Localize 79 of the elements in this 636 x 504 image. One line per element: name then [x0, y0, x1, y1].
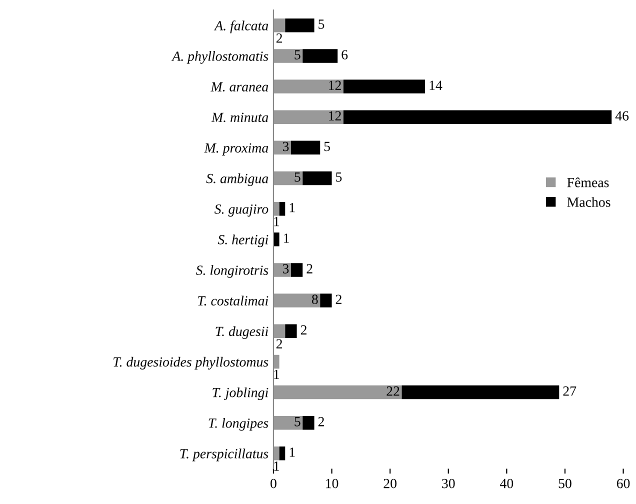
data-label: 1 [290, 202, 295, 212]
bar [273, 354, 280, 369]
data-label: 3 [282, 264, 289, 274]
y-tick-label: M. minuta [211, 112, 268, 122]
x-tick-label: 40 [500, 478, 514, 488]
data-label: 1 [274, 370, 280, 379]
y-tick-label: S. longirotris [196, 265, 268, 278]
data-label: 2 [276, 339, 282, 348]
bar [302, 416, 314, 430]
y-tick-label: T. dugesii [216, 326, 268, 339]
y-tick-label: S. hertigi [218, 234, 268, 248]
data-label: 8 [312, 294, 318, 304]
data-label: 12 [329, 80, 341, 90]
bar [273, 263, 291, 277]
bar [302, 171, 332, 186]
x-tick-label: 20 [384, 478, 396, 488]
y-tick-label: T. costalimai [198, 296, 268, 306]
bar [402, 385, 560, 400]
data-label: 46 [615, 111, 629, 121]
data-label: 1 [284, 234, 289, 243]
x-tick-label: 10 [326, 478, 338, 488]
y-tick-label: T. longipes [208, 418, 268, 431]
bar [279, 202, 286, 216]
bar [273, 446, 280, 460]
data-label: 1 [274, 216, 280, 226]
bar [273, 171, 303, 186]
data-label: 2 [306, 264, 312, 274]
y-tick-label: T. joblingi [212, 387, 268, 400]
bar [273, 385, 402, 400]
y-tick-label: M. aranea [210, 82, 268, 92]
data-label: 5 [294, 50, 300, 60]
data-label: 5 [318, 20, 324, 29]
y-tick-label: T. perspicillatus [180, 448, 268, 462]
bar [273, 18, 286, 32]
bar [273, 416, 303, 430]
bar [273, 49, 303, 63]
bar [273, 232, 280, 246]
data-label: 5 [324, 142, 330, 152]
bar [343, 80, 426, 94]
data-label: 6 [342, 50, 348, 60]
x-tick-label: 0 [270, 478, 276, 488]
data-label: 2 [300, 325, 306, 334]
data-label: 14 [430, 80, 442, 90]
data-label: 5 [336, 172, 342, 182]
y-tick-label: M. proxima [204, 143, 268, 156]
bar [290, 140, 320, 155]
y-tick-label: A. falcata [214, 20, 268, 34]
data-label: 5 [294, 417, 300, 426]
bar [285, 18, 314, 32]
data-label: 22 [386, 386, 400, 396]
legend-label: Machos [567, 197, 610, 207]
data-label: 12 [329, 111, 341, 120]
y-tick-label: A. phyllostomatis [171, 51, 268, 64]
bar [290, 263, 303, 277]
y-tick-label: S. guajiro [214, 204, 268, 217]
x-tick-label: 30 [442, 478, 455, 488]
data-label: 2 [276, 33, 282, 43]
bar [320, 294, 332, 308]
data-label: 1 [274, 462, 280, 471]
data-label: 2 [318, 417, 324, 426]
bar [302, 49, 338, 63]
bar [273, 202, 280, 216]
bar [273, 80, 344, 94]
data-label: 2 [336, 294, 342, 304]
bar [273, 110, 344, 124]
y-tick-label: T. dugesioides phyllostomus [114, 356, 268, 370]
bar [279, 446, 286, 460]
data-label: 3 [282, 142, 289, 152]
bar [273, 294, 320, 308]
x-tick-label: 60 [616, 478, 630, 488]
bar [343, 110, 612, 124]
data-label: 5 [294, 172, 300, 182]
bar [273, 324, 286, 338]
legend-label: Fêmeas [567, 177, 609, 188]
bar [285, 324, 297, 338]
data-label: 1 [290, 448, 295, 457]
y-tick-label: S. ambigua [206, 173, 268, 186]
x-tick-label: 50 [558, 478, 572, 488]
data-label: 27 [563, 386, 576, 396]
